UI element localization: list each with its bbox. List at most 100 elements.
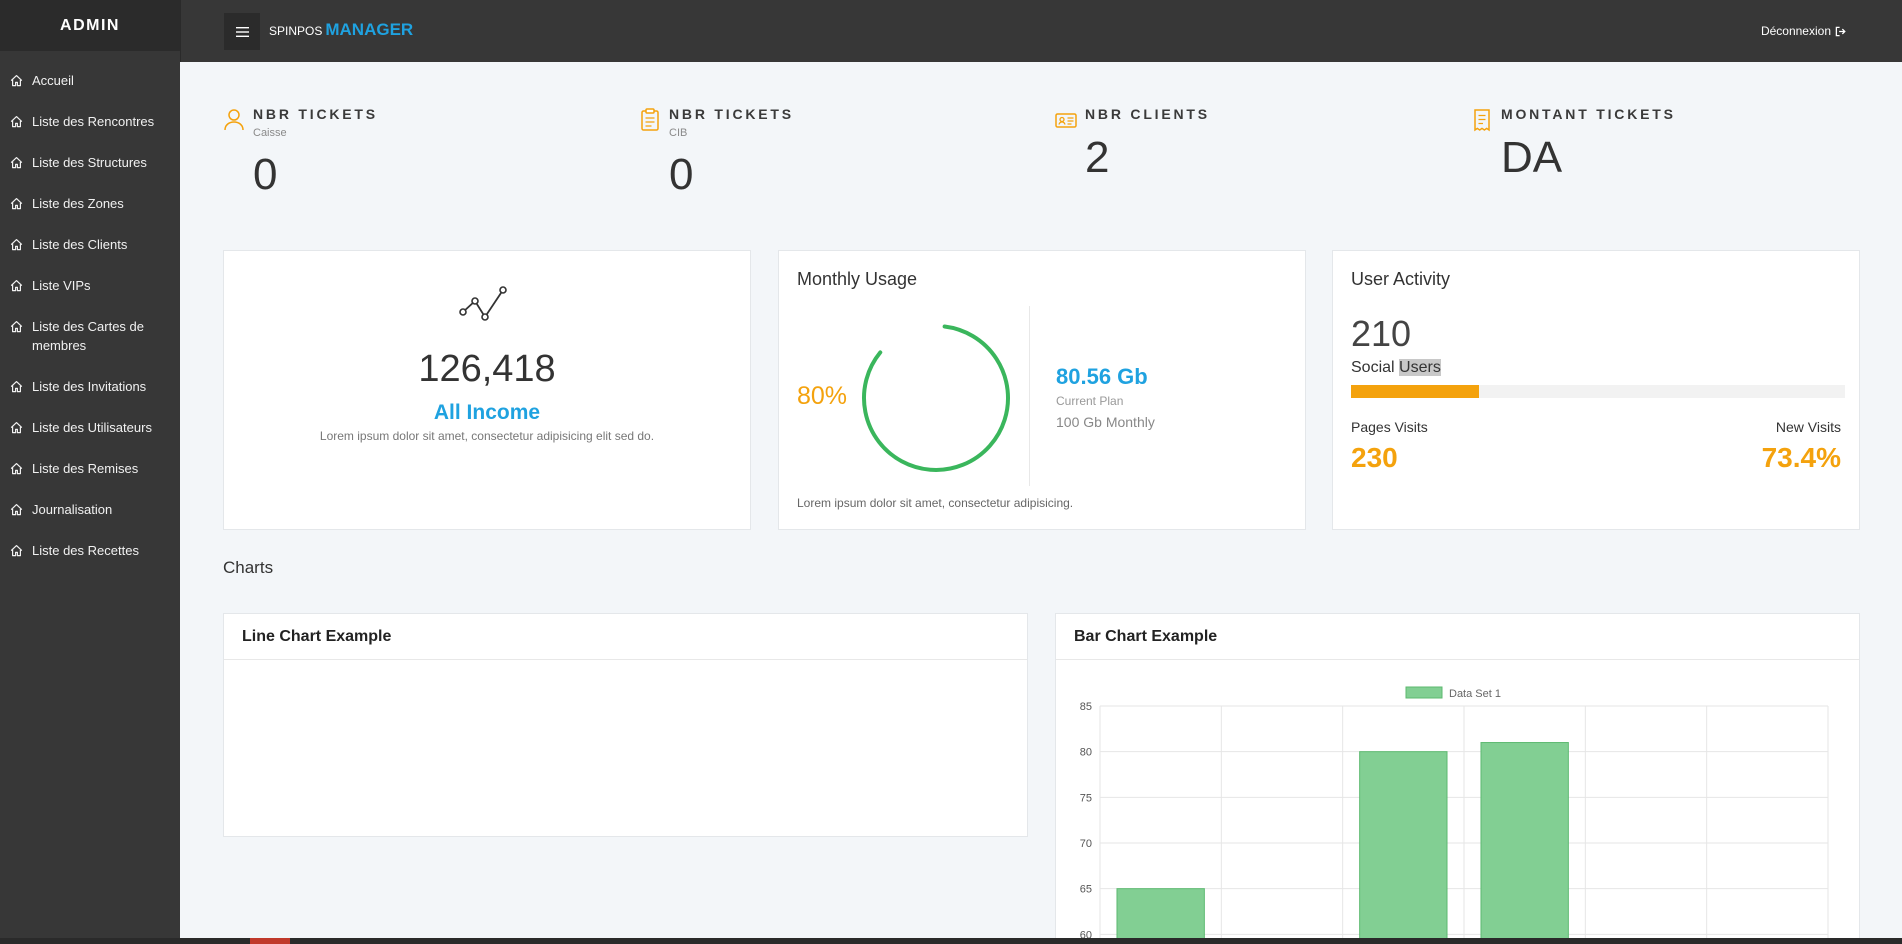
sidebar-item-label: Liste des Zones bbox=[32, 196, 124, 211]
stat-value: DA bbox=[1501, 133, 1563, 182]
sidebar-item-label: Liste des Clients bbox=[32, 237, 128, 252]
logout-label: Déconnexion bbox=[1760, 24, 1831, 38]
bar[interactable] bbox=[1116, 888, 1205, 944]
charts-section-title: Charts bbox=[223, 558, 274, 577]
sidebar-item-structures[interactable]: Liste des Structures bbox=[0, 141, 180, 182]
home-icon bbox=[10, 500, 25, 519]
y-tick-label: 85 bbox=[1080, 701, 1092, 713]
user-icon bbox=[224, 109, 244, 131]
stat-value: 0 bbox=[253, 150, 278, 199]
sidebar-item-label: Liste des Recettes bbox=[32, 543, 139, 558]
bar-chart-legend: Data Set 1 bbox=[1405, 686, 1501, 700]
current-plan-label: Current Plan bbox=[1056, 394, 1124, 408]
bar-chart-grid bbox=[1099, 705, 1829, 944]
home-icon bbox=[10, 71, 25, 90]
income-value: 126,418 bbox=[418, 348, 556, 390]
topbar: SPINPOS MANAGER Déconnexion bbox=[180, 0, 1902, 62]
app-brand[interactable]: SPINPOS MANAGER bbox=[269, 20, 413, 40]
stat-title: NBR TICKETS bbox=[253, 106, 378, 122]
sidebar-item-label: Liste des Rencontres bbox=[32, 114, 155, 129]
brand-large: MANAGER bbox=[325, 20, 414, 39]
stat-subtitle: Caisse bbox=[253, 127, 287, 139]
income-description: Lorem ipsum dolor sit amet, consectetur … bbox=[319, 429, 655, 443]
monthly-usage-description: Lorem ipsum dolor sit amet, consectetur … bbox=[797, 496, 1074, 510]
sidebar-item-clients[interactable]: Liste des Clients bbox=[0, 223, 180, 264]
home-icon bbox=[10, 276, 25, 295]
user-activity-card: User Activity 210 Social Users Pages Vis… bbox=[1332, 250, 1860, 530]
sidebar-item-utilisateurs[interactable]: Liste des Utilisateurs bbox=[0, 406, 180, 447]
sidebar-item-cartes[interactable]: Liste des Cartes de membres bbox=[0, 305, 180, 365]
pages-visits-value: 230 bbox=[1351, 442, 1398, 473]
bar-chart-title: Bar Chart Example bbox=[1056, 614, 1859, 660]
sidebar-item-invitations[interactable]: Liste des Invitations bbox=[0, 365, 180, 406]
sidebar-item-vips[interactable]: Liste VIPs bbox=[0, 264, 180, 305]
clipboard-icon bbox=[641, 108, 659, 131]
usage-ring-arc bbox=[862, 324, 1010, 472]
new-visits-value: 73.4% bbox=[1761, 442, 1841, 473]
user-activity-title: User Activity bbox=[1351, 269, 1451, 289]
sidebar: ADMIN Accueil Liste des Rencontres Liste d… bbox=[0, 0, 180, 940]
bar-chart-y-ticks: 55606570758085 bbox=[1080, 701, 1092, 941]
stat-title: MONTANT TICKETS bbox=[1501, 106, 1676, 122]
sidebar-item-journalisation[interactable]: Journalisation bbox=[0, 488, 180, 529]
pages-visits-label: Pages Visits bbox=[1351, 419, 1428, 435]
income-label: All Income bbox=[433, 401, 541, 424]
sidebar-item-remises[interactable]: Liste des Remises bbox=[0, 447, 180, 488]
monthly-usage-value: 80.56 Gb bbox=[1056, 364, 1148, 389]
home-icon bbox=[10, 153, 25, 172]
sign-out-icon bbox=[1835, 26, 1846, 36]
social-users-label-a: Social bbox=[1351, 359, 1400, 376]
line-chart-card: Line Chart Example bbox=[223, 613, 1028, 837]
sidebar-item-recettes[interactable]: Liste des Recettes bbox=[0, 529, 180, 570]
receipt-icon bbox=[1474, 109, 1490, 132]
home-icon bbox=[10, 235, 25, 254]
stat-title: NBR TICKETS bbox=[669, 106, 794, 122]
home-icon bbox=[10, 112, 25, 131]
social-users-label-b: Users bbox=[1399, 359, 1441, 376]
y-tick-label: 80 bbox=[1080, 747, 1092, 759]
bar-chart: 55606570758085 Data Set 1 bbox=[1080, 686, 1829, 944]
home-icon bbox=[10, 418, 25, 437]
hamburger-icon bbox=[235, 26, 249, 37]
sidebar-brand: ADMIN bbox=[0, 0, 180, 51]
new-visits-label: New Visits bbox=[1775, 419, 1841, 435]
sidebar-item-accueil[interactable]: Accueil bbox=[0, 59, 180, 100]
y-tick-label: 70 bbox=[1080, 838, 1092, 850]
sidebar-item-label: Liste des Structures bbox=[32, 155, 147, 170]
bar-chart-card: Bar Chart Example 55606570758085 Data Se… bbox=[1055, 613, 1860, 944]
divider bbox=[1029, 306, 1030, 486]
stat-title: NBR CLIENTS bbox=[1085, 106, 1210, 122]
sidebar-item-zones[interactable]: Liste des Zones bbox=[0, 182, 180, 223]
monthly-usage-percent: 80% bbox=[797, 382, 848, 410]
bar[interactable] bbox=[1359, 751, 1448, 944]
line-chart-title: Line Chart Example bbox=[224, 614, 1027, 660]
line-chart-canvas bbox=[224, 660, 1027, 836]
social-users-label: Social Users bbox=[1351, 359, 1441, 377]
id-card-icon bbox=[1055, 113, 1077, 128]
monthly-usage-card: Monthly Usage 80% 80.56 Gb Current Plan … bbox=[778, 250, 1306, 530]
logout-link[interactable]: Déconnexion bbox=[1761, 24, 1846, 38]
brand-small: SPINPOS bbox=[269, 24, 323, 38]
bar[interactable] bbox=[1480, 742, 1569, 944]
social-users-progress bbox=[1351, 385, 1845, 398]
sidebar-item-label: Liste des Invitations bbox=[32, 379, 147, 394]
sidebar-item-label: Liste VIPs bbox=[32, 278, 91, 293]
bottom-strip bbox=[0, 938, 1902, 944]
bottom-strip-marker bbox=[250, 938, 290, 944]
legend-swatch[interactable] bbox=[1405, 686, 1443, 699]
sidebar-nav: Accueil Liste des Rencontres Liste des Str… bbox=[0, 51, 180, 570]
sidebar-item-rencontres[interactable]: Liste des Rencontres bbox=[0, 100, 180, 141]
sidebar-item-label: Liste des Cartes de membres bbox=[32, 319, 145, 353]
social-users-progress-fill bbox=[1351, 385, 1480, 398]
stat-subtitle: CIB bbox=[669, 127, 688, 139]
legend-label[interactable]: Data Set 1 bbox=[1449, 688, 1501, 700]
sidebar-item-label: Liste des Utilisateurs bbox=[32, 420, 152, 435]
home-icon bbox=[10, 194, 25, 213]
menu-toggle-button[interactable] bbox=[224, 13, 260, 50]
home-icon bbox=[10, 541, 25, 560]
usage-ring bbox=[862, 324, 1010, 472]
bar-chart-bars bbox=[1116, 742, 1569, 944]
home-icon bbox=[10, 377, 25, 396]
y-tick-label: 65 bbox=[1080, 884, 1092, 896]
line-chart-icon bbox=[459, 286, 507, 321]
